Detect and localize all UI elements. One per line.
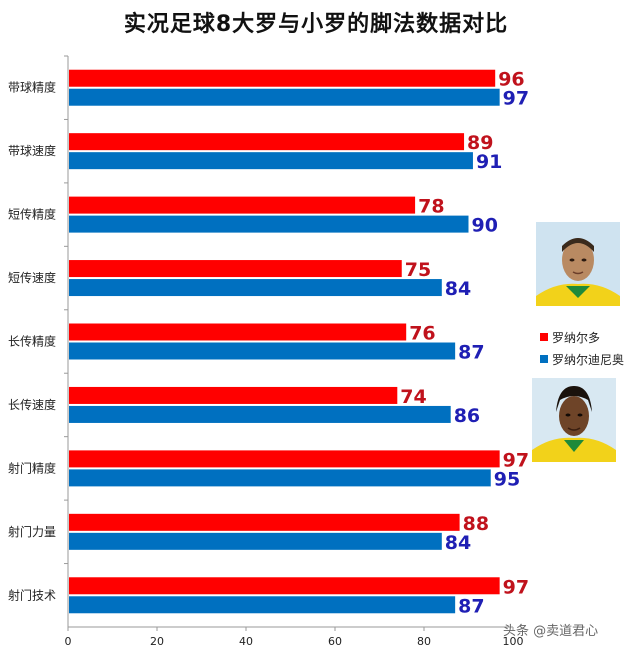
- data-label: 74: [400, 386, 426, 408]
- data-label: 96: [498, 69, 524, 91]
- data-label: 97: [503, 576, 529, 598]
- bar-ronaldo: [69, 196, 416, 214]
- data-label: 95: [494, 468, 520, 490]
- bar-ronaldinho: [69, 596, 456, 614]
- bar-ronaldinho: [69, 405, 451, 423]
- bar-ronaldo: [69, 577, 500, 595]
- data-label: 97: [503, 88, 529, 110]
- watermark: 头条 @卖道君心: [503, 624, 599, 639]
- bar-ronaldinho: [69, 152, 473, 170]
- data-label: 78: [418, 196, 444, 218]
- bar-ronaldinho: [69, 342, 456, 360]
- category-label: 射门技术: [8, 587, 56, 602]
- chart-legend: 罗纳尔多 罗纳尔迪尼奥: [540, 326, 624, 370]
- ronaldo-portrait: [536, 222, 620, 306]
- legend-item-ronaldo: 罗纳尔多: [540, 326, 624, 348]
- data-label: 90: [472, 215, 498, 237]
- data-label: 87: [458, 595, 484, 617]
- data-label: 86: [454, 405, 480, 427]
- data-label: 84: [445, 532, 471, 554]
- x-tick-label: 20: [150, 635, 164, 648]
- legend-item-ronaldinho: 罗纳尔迪尼奥: [540, 348, 624, 370]
- chart-title: 实况足球8大罗与小罗的脚法数据对比: [123, 12, 509, 37]
- bar-ronaldo: [69, 513, 460, 531]
- bar-ronaldo: [69, 260, 402, 278]
- category-label: 射门精度: [8, 460, 56, 475]
- category-label: 短传精度: [8, 207, 56, 222]
- data-label: 87: [458, 342, 484, 364]
- bar-ronaldo: [69, 386, 398, 404]
- x-tick-label: 80: [417, 635, 431, 648]
- category-label: 射门力量: [8, 524, 56, 539]
- category-label: 短传速度: [8, 270, 56, 285]
- bar-ronaldo: [69, 69, 496, 87]
- bar-ronaldinho: [69, 279, 442, 297]
- category-label: 长传速度: [8, 397, 56, 412]
- category-label: 长传精度: [8, 334, 56, 349]
- data-label: 75: [405, 259, 431, 281]
- bar-ronaldo: [69, 133, 465, 151]
- legend-swatch-blue: [540, 355, 548, 363]
- legend-swatch-red: [540, 333, 548, 341]
- x-tick-label: 100: [503, 635, 524, 648]
- category-label: 带球精度: [8, 80, 56, 95]
- legend-label-ronaldinho: 罗纳尔迪尼奥: [552, 352, 625, 367]
- category-label: 带球速度: [8, 143, 56, 158]
- bar-ronaldinho: [69, 532, 442, 550]
- legend-label-ronaldo: 罗纳尔多: [552, 330, 601, 345]
- bar-ronaldinho: [69, 215, 469, 233]
- data-label: 76: [409, 323, 435, 345]
- data-label: 88: [463, 513, 489, 535]
- x-tick-label: 0: [65, 635, 72, 648]
- bar-ronaldinho: [69, 88, 500, 106]
- data-label: 89: [467, 132, 493, 154]
- data-label: 91: [476, 151, 502, 173]
- bar-ronaldinho: [69, 469, 491, 487]
- bar-ronaldo: [69, 450, 500, 468]
- ronaldinho-portrait: [532, 378, 616, 462]
- data-label: 97: [503, 449, 529, 471]
- data-label: 84: [445, 278, 471, 300]
- bar-ronaldo: [69, 323, 407, 341]
- x-tick-label: 60: [328, 635, 342, 648]
- x-tick-label: 40: [239, 635, 253, 648]
